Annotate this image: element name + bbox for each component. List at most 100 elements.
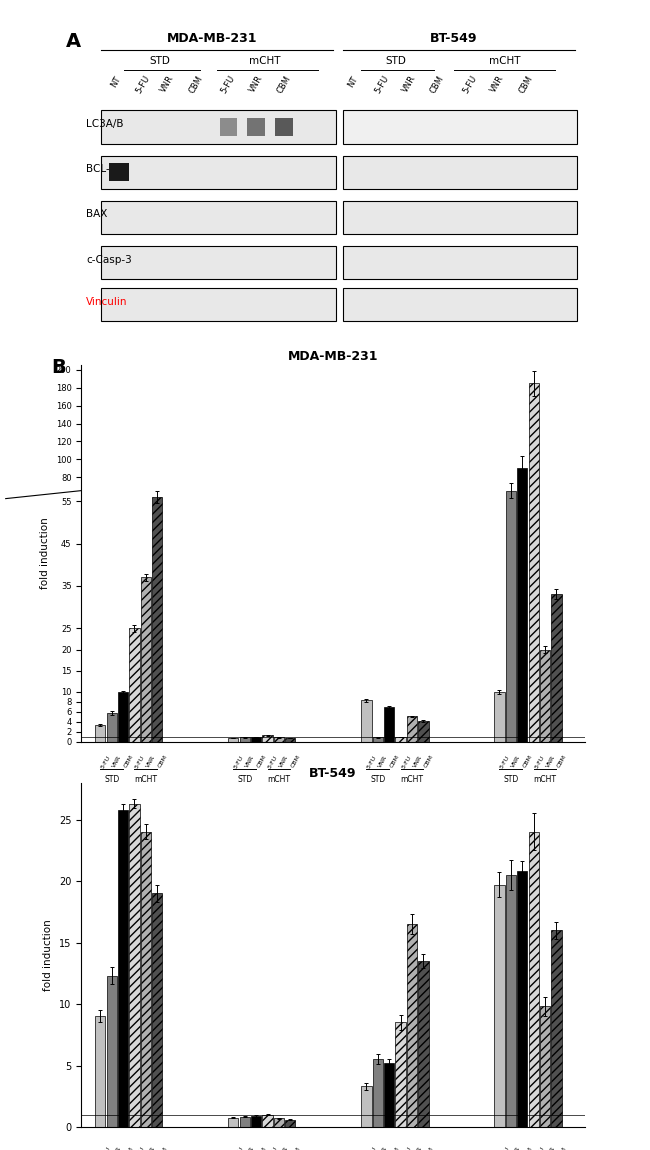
Text: mCHT: mCHT <box>534 775 556 784</box>
Bar <box>540 650 550 742</box>
Bar <box>118 692 128 742</box>
FancyBboxPatch shape <box>343 201 577 233</box>
Bar <box>506 491 516 742</box>
Bar <box>419 721 428 742</box>
Bar <box>152 497 162 742</box>
Text: VNR: VNR <box>378 754 389 768</box>
Bar <box>551 595 562 742</box>
Text: VNR: VNR <box>248 75 265 94</box>
Text: CBM: CBM <box>291 1145 302 1150</box>
Text: VNR: VNR <box>412 1145 423 1150</box>
Text: VNR: VNR <box>245 754 255 768</box>
Text: VNR: VNR <box>112 1145 123 1150</box>
FancyBboxPatch shape <box>343 246 577 279</box>
Text: VNR: VNR <box>279 1145 290 1150</box>
Text: CBM: CBM <box>517 75 534 95</box>
Text: A: A <box>66 32 81 51</box>
Bar <box>251 1116 261 1127</box>
Text: VNR: VNR <box>378 1145 389 1150</box>
Bar <box>361 700 372 742</box>
FancyBboxPatch shape <box>343 155 577 189</box>
Text: mCHT: mCHT <box>267 775 291 784</box>
Text: STD: STD <box>237 775 252 784</box>
Text: 5-FU: 5-FU <box>400 754 412 769</box>
FancyBboxPatch shape <box>343 289 577 321</box>
FancyBboxPatch shape <box>101 155 335 189</box>
Bar <box>419 961 428 1127</box>
FancyBboxPatch shape <box>101 289 335 321</box>
Text: CBM: CBM <box>123 1145 135 1150</box>
FancyBboxPatch shape <box>101 246 335 279</box>
Text: CBM: CBM <box>187 75 204 95</box>
Text: CBM: CBM <box>389 1145 400 1150</box>
Text: VNR: VNR <box>489 75 506 94</box>
Text: CBM: CBM <box>275 75 292 95</box>
Bar <box>395 737 406 742</box>
Bar <box>220 118 237 136</box>
Text: CBM: CBM <box>389 754 400 769</box>
Text: B: B <box>51 358 66 377</box>
Text: mCHT: mCHT <box>250 56 281 67</box>
Text: Vinculin: Vinculin <box>86 297 128 307</box>
Text: STD: STD <box>503 775 519 784</box>
Bar <box>228 738 239 742</box>
Text: CBM: CBM <box>423 1145 435 1150</box>
Text: CBM: CBM <box>123 754 135 769</box>
Text: 5-FU: 5-FU <box>367 754 378 769</box>
Bar <box>494 884 504 1127</box>
Text: VNR: VNR <box>511 1145 522 1150</box>
Text: CBM: CBM <box>256 754 267 769</box>
Bar <box>240 1117 250 1127</box>
Bar <box>384 707 395 742</box>
Text: VNR: VNR <box>412 754 423 768</box>
Bar <box>528 831 539 1127</box>
Y-axis label: fold induction: fold induction <box>40 518 50 589</box>
Text: CBM: CBM <box>291 754 302 769</box>
Text: 5-FU: 5-FU <box>134 75 151 95</box>
Text: 5-FU: 5-FU <box>100 754 112 769</box>
Text: CBM: CBM <box>423 754 435 769</box>
Text: CBM: CBM <box>256 1145 267 1150</box>
Bar <box>407 716 417 742</box>
Bar <box>517 468 527 742</box>
Text: 5-FU: 5-FU <box>135 1145 146 1150</box>
Text: 5-FU: 5-FU <box>534 754 545 769</box>
Text: VNR: VNR <box>401 75 418 94</box>
Text: NT: NT <box>346 75 359 89</box>
Title: MDA-MB-231: MDA-MB-231 <box>288 350 378 362</box>
Text: 5-FU: 5-FU <box>499 754 511 769</box>
Text: CBM: CBM <box>157 1145 168 1150</box>
Text: BAX: BAX <box>385 795 405 804</box>
Text: BT-549: BT-549 <box>430 32 478 45</box>
Text: VNR: VNR <box>112 754 123 768</box>
Bar <box>240 737 250 742</box>
Text: VNR: VNR <box>279 754 290 768</box>
Text: 5-FU: 5-FU <box>462 75 479 95</box>
Text: LC3A/B: LC3A/B <box>111 795 146 804</box>
Text: VNR: VNR <box>545 1145 556 1150</box>
Bar <box>285 738 296 742</box>
Bar <box>228 1118 239 1127</box>
Text: BCL-2: BCL-2 <box>86 164 116 174</box>
Bar <box>141 577 151 742</box>
Bar <box>384 1063 395 1127</box>
Text: VNR: VNR <box>545 754 556 768</box>
Bar <box>251 737 261 742</box>
Text: 5-FU: 5-FU <box>534 1145 545 1150</box>
Text: VNR: VNR <box>245 1145 255 1150</box>
Text: CBM: CBM <box>157 754 168 769</box>
Text: CBM: CBM <box>556 754 568 769</box>
Text: 5-FU: 5-FU <box>499 1145 511 1150</box>
Bar <box>107 713 117 742</box>
FancyBboxPatch shape <box>101 110 335 144</box>
Bar <box>129 804 140 1127</box>
Bar <box>506 875 516 1127</box>
Text: STD: STD <box>104 775 120 784</box>
Bar <box>275 118 293 136</box>
Bar <box>361 1087 372 1127</box>
FancyBboxPatch shape <box>101 201 335 233</box>
Text: CBM: CBM <box>522 754 534 769</box>
Text: 5-FU: 5-FU <box>268 1145 279 1150</box>
Bar <box>248 118 265 136</box>
Text: 5-FU: 5-FU <box>233 1145 245 1150</box>
